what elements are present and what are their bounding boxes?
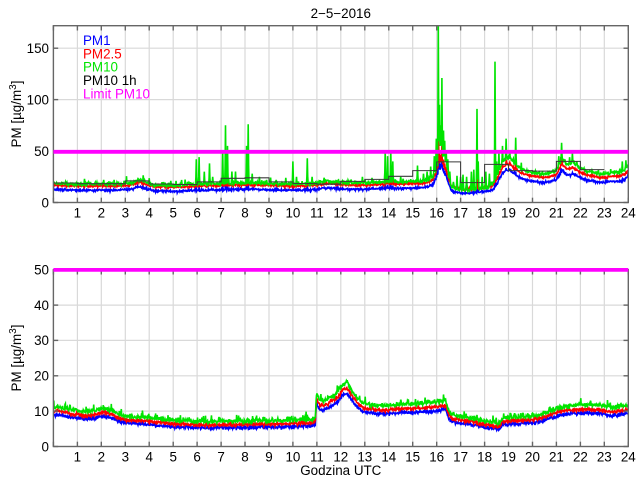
svg-text:22: 22 bbox=[573, 450, 588, 465]
svg-text:17: 17 bbox=[453, 206, 468, 221]
svg-text:19: 19 bbox=[501, 206, 516, 221]
svg-text:9: 9 bbox=[265, 206, 272, 221]
svg-text:6: 6 bbox=[193, 206, 200, 221]
svg-text:50: 50 bbox=[34, 144, 49, 159]
svg-text:4: 4 bbox=[145, 450, 153, 465]
svg-text:100: 100 bbox=[27, 92, 49, 107]
svg-text:11: 11 bbox=[310, 450, 324, 465]
svg-text:150: 150 bbox=[27, 41, 49, 56]
svg-text:PM [µg/m3]: PM [µg/m3] bbox=[8, 81, 24, 148]
svg-text:2−5−2016: 2−5−2016 bbox=[311, 6, 371, 21]
svg-text:24: 24 bbox=[621, 206, 636, 221]
svg-text:8: 8 bbox=[241, 206, 248, 221]
svg-text:21: 21 bbox=[549, 450, 564, 465]
svg-text:23: 23 bbox=[597, 206, 612, 221]
svg-text:13: 13 bbox=[357, 206, 372, 221]
svg-text:PM1: PM1 bbox=[83, 33, 111, 48]
svg-text:5: 5 bbox=[169, 206, 176, 221]
svg-text:1: 1 bbox=[74, 206, 81, 221]
svg-text:12: 12 bbox=[333, 206, 348, 221]
svg-text:30: 30 bbox=[34, 333, 49, 348]
svg-text:17: 17 bbox=[453, 450, 468, 465]
svg-text:0: 0 bbox=[42, 439, 49, 454]
svg-text:15: 15 bbox=[405, 206, 420, 221]
svg-text:2: 2 bbox=[98, 206, 105, 221]
svg-text:24: 24 bbox=[621, 450, 636, 465]
svg-text:1: 1 bbox=[74, 450, 81, 465]
svg-text:15: 15 bbox=[405, 450, 420, 465]
svg-text:Limit PM10: Limit PM10 bbox=[83, 87, 150, 102]
svg-text:11: 11 bbox=[310, 206, 324, 221]
svg-text:3: 3 bbox=[122, 450, 129, 465]
svg-text:5: 5 bbox=[169, 450, 176, 465]
svg-text:20: 20 bbox=[34, 369, 49, 384]
svg-text:PM10 1h: PM10 1h bbox=[83, 73, 137, 88]
svg-text:14: 14 bbox=[381, 206, 396, 221]
svg-text:6: 6 bbox=[193, 450, 200, 465]
svg-text:10: 10 bbox=[285, 206, 300, 221]
svg-text:PM [µg/m3]: PM [µg/m3] bbox=[8, 325, 24, 392]
svg-text:20: 20 bbox=[525, 206, 540, 221]
svg-text:8: 8 bbox=[241, 450, 248, 465]
svg-text:0: 0 bbox=[42, 195, 49, 210]
svg-text:3: 3 bbox=[122, 206, 129, 221]
svg-text:10: 10 bbox=[285, 450, 300, 465]
svg-text:19: 19 bbox=[501, 450, 516, 465]
svg-text:7: 7 bbox=[217, 206, 224, 221]
svg-text:7: 7 bbox=[217, 450, 224, 465]
svg-text:18: 18 bbox=[477, 450, 492, 465]
svg-text:22: 22 bbox=[573, 206, 588, 221]
svg-text:21: 21 bbox=[549, 206, 564, 221]
svg-text:16: 16 bbox=[429, 450, 444, 465]
svg-text:40: 40 bbox=[34, 298, 49, 313]
svg-text:PM2.5: PM2.5 bbox=[83, 46, 122, 61]
svg-text:20: 20 bbox=[525, 450, 540, 465]
svg-text:Godzina UTC: Godzina UTC bbox=[300, 463, 381, 478]
svg-text:50: 50 bbox=[34, 263, 49, 278]
svg-text:23: 23 bbox=[597, 450, 612, 465]
svg-text:10: 10 bbox=[34, 404, 49, 419]
svg-text:14: 14 bbox=[381, 450, 396, 465]
svg-text:13: 13 bbox=[357, 450, 372, 465]
svg-text:9: 9 bbox=[265, 450, 272, 465]
svg-text:PM10: PM10 bbox=[83, 60, 118, 75]
svg-text:16: 16 bbox=[429, 206, 444, 221]
svg-text:12: 12 bbox=[333, 450, 348, 465]
svg-text:18: 18 bbox=[477, 206, 492, 221]
svg-text:2: 2 bbox=[98, 450, 105, 465]
svg-text:4: 4 bbox=[145, 206, 153, 221]
